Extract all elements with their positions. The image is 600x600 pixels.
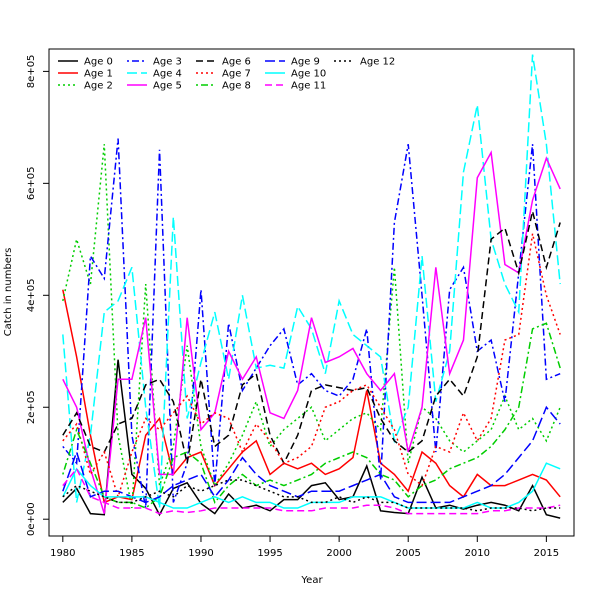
y-axis-title: Catch in numbers (3, 248, 14, 337)
x-tick-label: 1980 (50, 548, 75, 559)
legend-label-5: Age 5 (153, 81, 182, 92)
legend-label-6: Age 6 (222, 57, 251, 68)
x-tick-label: 2015 (534, 548, 559, 559)
x-tick-label: 2005 (395, 548, 420, 559)
x-tick-label: 1990 (188, 548, 213, 559)
x-tick-label: 1985 (119, 548, 144, 559)
legend-label-1: Age 1 (84, 69, 113, 80)
series-line-8 (62, 322, 561, 509)
legend-label-11: Age 11 (291, 81, 326, 92)
x-tick-label: 1995 (257, 548, 282, 559)
series-line-9 (62, 405, 561, 504)
series-line-6 (62, 211, 561, 465)
y-tick-label: 2e+05 (26, 390, 37, 424)
series-line-1 (62, 289, 561, 504)
legend-label-3: Age 3 (153, 57, 182, 68)
legend-label-9: Age 9 (291, 57, 320, 68)
legend-label-0: Age 0 (84, 57, 113, 68)
series-line-2 (62, 144, 561, 509)
series-line-12 (62, 479, 561, 512)
legend-label-8: Age 8 (222, 81, 251, 92)
series-line-7 (62, 233, 561, 500)
y-tick-label: 6e+05 (26, 167, 37, 201)
x-axis-title: Year (300, 575, 323, 586)
y-tick-label: 4e+05 (26, 278, 37, 312)
legend-label-7: Age 7 (222, 69, 251, 80)
legend-label-10: Age 10 (291, 69, 326, 80)
series-line-11 (62, 467, 561, 515)
series-lines (62, 54, 561, 519)
legend-label-12: Age 12 (360, 57, 395, 68)
series-line-4 (62, 54, 561, 509)
legend-label-4: Age 4 (153, 69, 182, 80)
x-tick-label: 2000 (326, 548, 351, 559)
y-axis: 0e+00 2e+05 4e+05 6e+05 8e+05 (26, 55, 50, 536)
series-line-0 (62, 359, 561, 519)
y-tick-label: 0e+00 (26, 502, 37, 536)
y-tick-label: 8e+05 (26, 55, 37, 89)
x-axis: 1980 1985 1990 1995 2000 2005 2010 2015 (50, 535, 559, 559)
series-line-5 (62, 150, 561, 514)
legend-label-2: Age 2 (84, 81, 113, 92)
x-tick-label: 2010 (465, 548, 490, 559)
